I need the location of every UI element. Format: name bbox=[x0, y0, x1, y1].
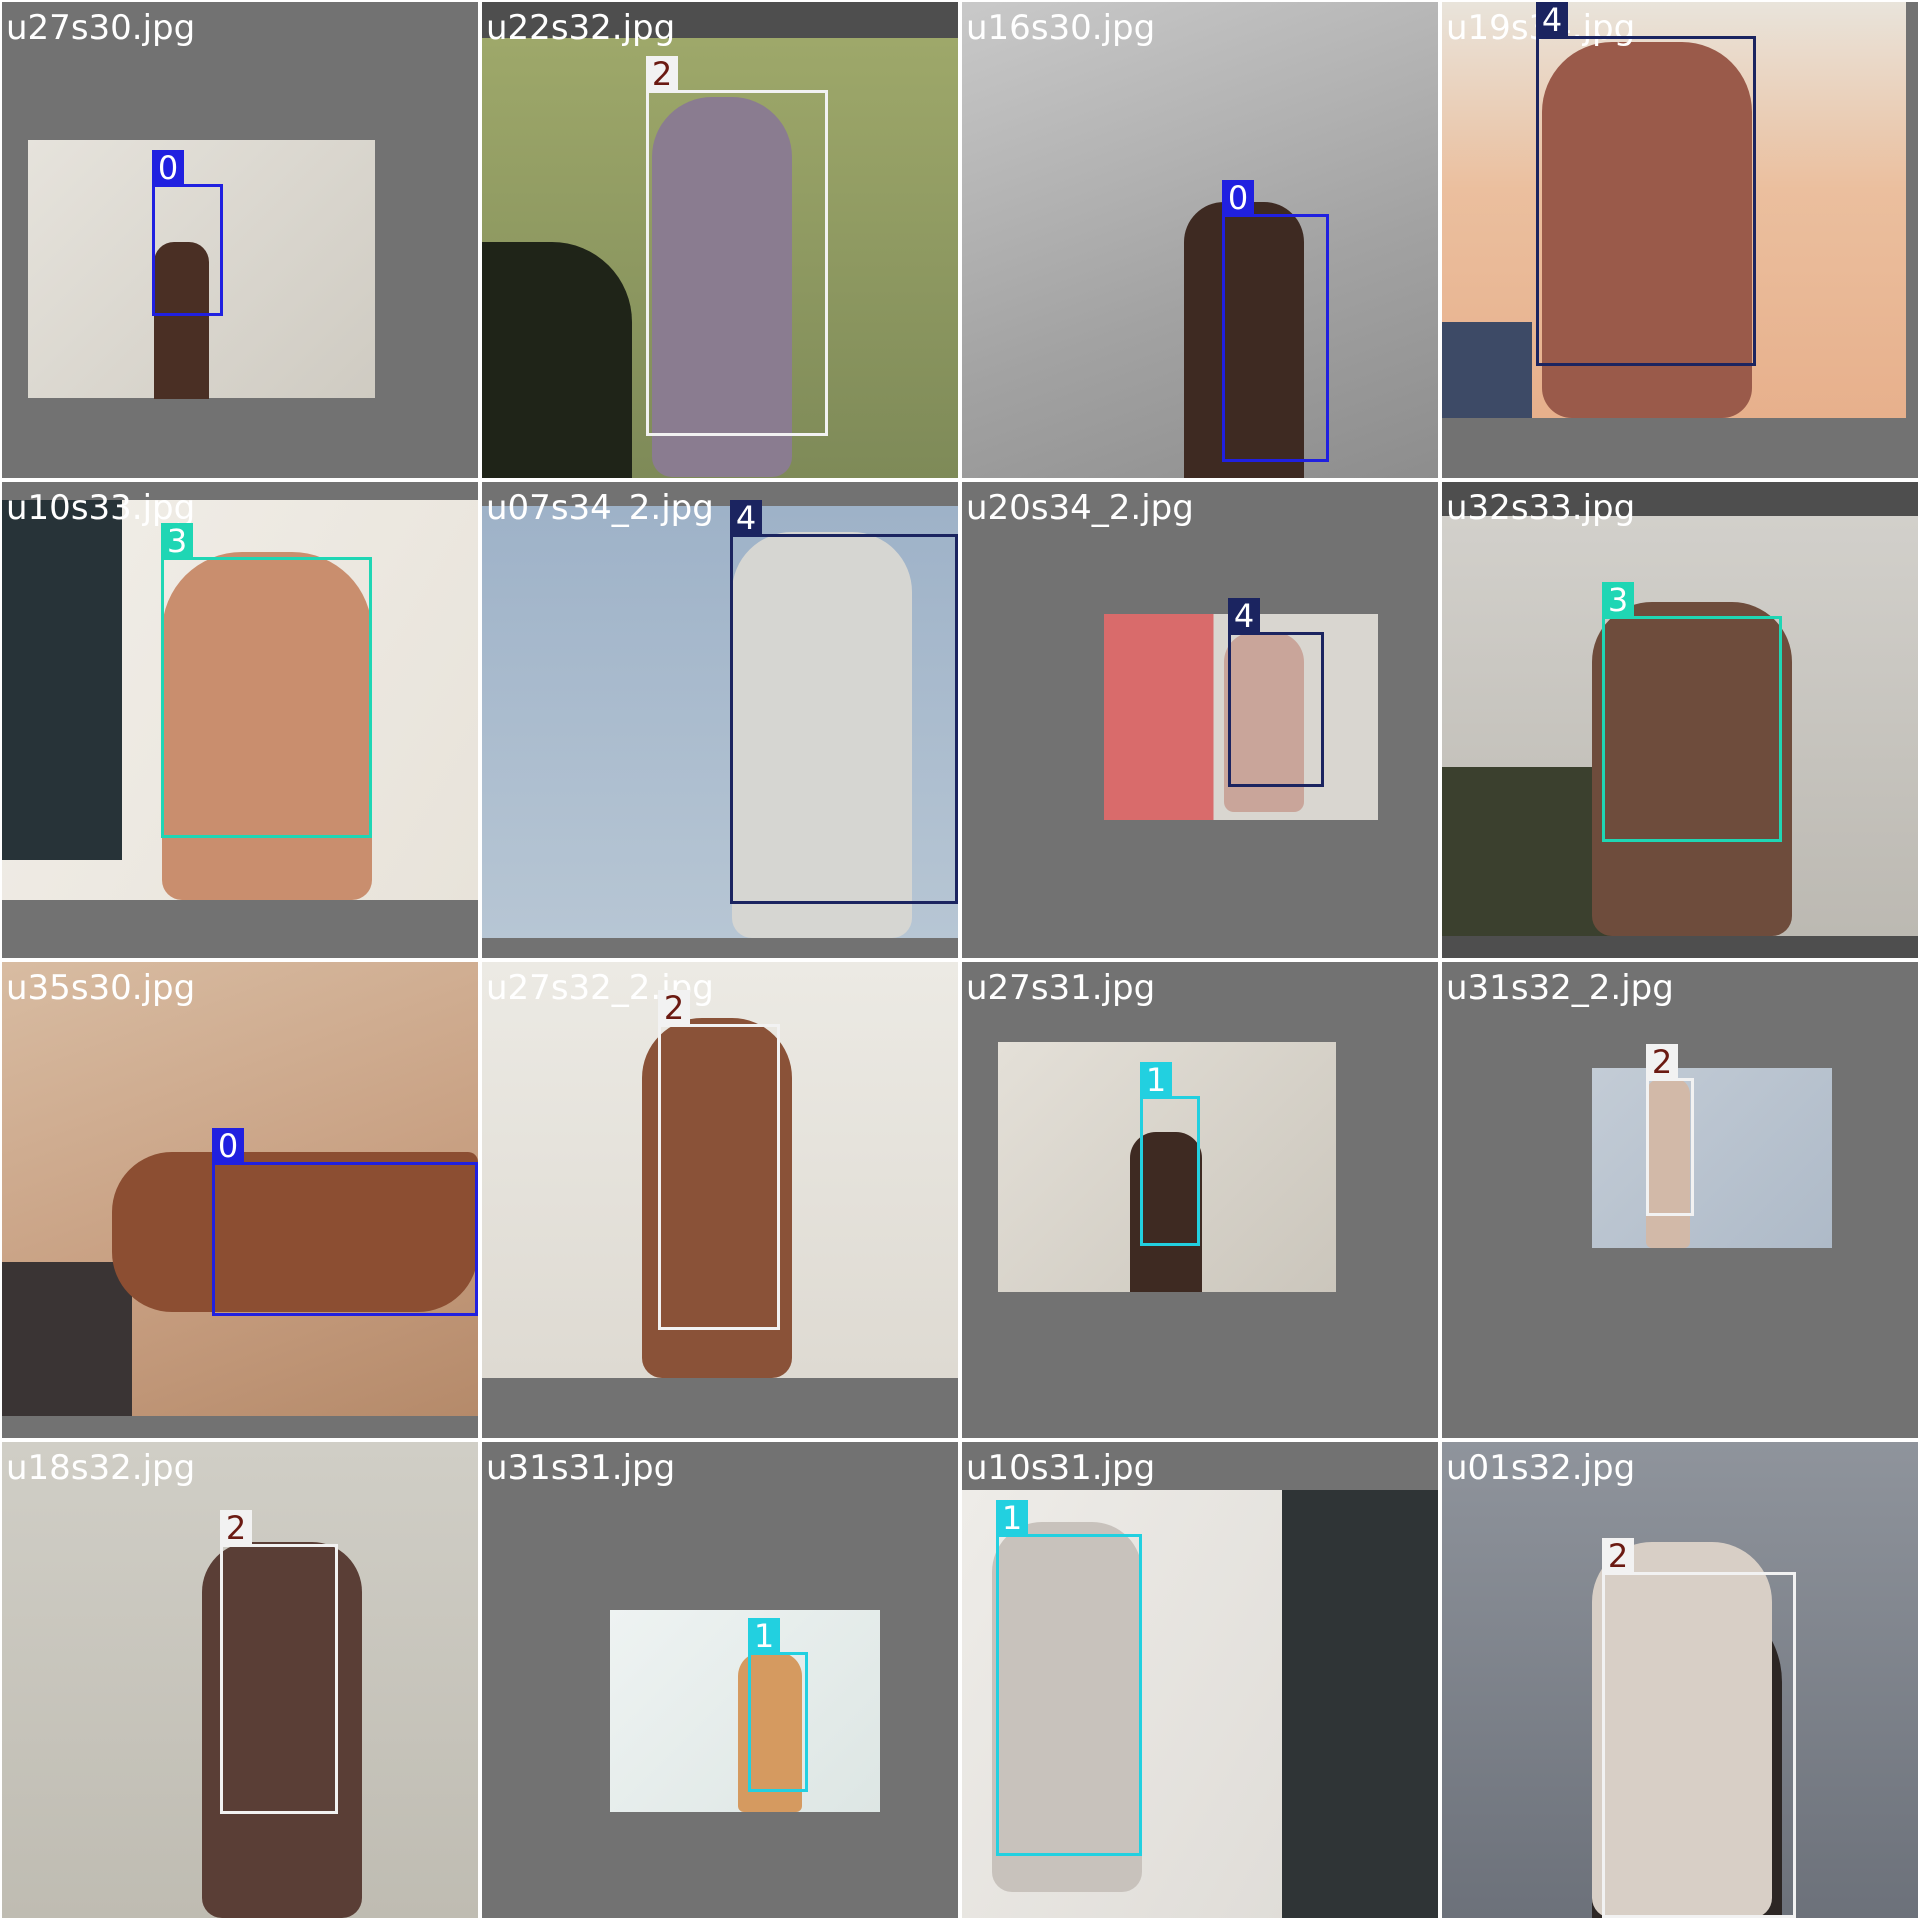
class-label: 0 bbox=[212, 1128, 244, 1164]
image-filename: u10s31.jpg bbox=[966, 1448, 1156, 1488]
bounding-box: 1 bbox=[1140, 1062, 1200, 1246]
image-filename: u22s32.jpg bbox=[486, 8, 676, 48]
image-filename: u18s32.jpg bbox=[6, 1448, 196, 1488]
hand-silhouette bbox=[652, 97, 792, 477]
bounding-box: 3 bbox=[1602, 582, 1782, 842]
sleeve bbox=[2, 1262, 132, 1416]
mosaic-tile: u22s32.jpg 2 bbox=[482, 2, 958, 478]
hand-silhouette bbox=[1592, 602, 1792, 936]
class-label: 2 bbox=[1646, 1044, 1678, 1080]
bounding-box: 2 bbox=[1602, 1538, 1796, 1918]
image-filename: u31s32_2.jpg bbox=[1446, 968, 1674, 1008]
image-filename: u07s34_2.jpg bbox=[486, 488, 714, 528]
mosaic-tile: u10s33.jpg 3 bbox=[2, 482, 478, 958]
mosaic-tile: u31s31.jpg 1 bbox=[482, 1442, 958, 1918]
mosaic-tile: u27s31.jpg 1 bbox=[962, 962, 1438, 1438]
bounding-box: 1 bbox=[996, 1500, 1142, 1856]
bounding-box: 2 bbox=[1646, 1044, 1694, 1216]
class-label: 2 bbox=[658, 990, 690, 1026]
book bbox=[1282, 1490, 1438, 1918]
image-filename: u32s33.jpg bbox=[1446, 488, 1636, 528]
hand-silhouette bbox=[1542, 42, 1752, 418]
class-label: 0 bbox=[152, 150, 184, 186]
dark-shoulder bbox=[482, 242, 632, 478]
class-label: 1 bbox=[1140, 1062, 1172, 1098]
bounding-box: 0 bbox=[152, 150, 223, 316]
bounding-box: 2 bbox=[220, 1510, 338, 1814]
hand-silhouette bbox=[732, 532, 912, 938]
image-filename: u01s32.jpg bbox=[1446, 1448, 1636, 1488]
class-label: 4 bbox=[1228, 598, 1260, 634]
class-label: 3 bbox=[161, 523, 193, 559]
hand-silhouette bbox=[1184, 202, 1304, 478]
hand-silhouette bbox=[112, 1152, 478, 1312]
hand-silhouette bbox=[154, 242, 209, 399]
mosaic-tile: u10s31.jpg 1 bbox=[962, 1442, 1438, 1918]
class-label: 4 bbox=[1536, 2, 1568, 38]
bounding-box: 4 bbox=[730, 500, 958, 904]
bounding-box: 4 bbox=[1228, 598, 1324, 787]
image-filename: u27s31.jpg bbox=[966, 968, 1156, 1008]
bounding-box: 3 bbox=[161, 523, 372, 838]
class-label: 3 bbox=[1602, 582, 1634, 618]
mosaic-tile: u16s30.jpg 0 bbox=[962, 2, 1438, 478]
class-label: 1 bbox=[748, 1618, 780, 1654]
hand-silhouette bbox=[162, 552, 372, 900]
hand-silhouette bbox=[992, 1522, 1142, 1892]
image-filename: u35s30.jpg bbox=[6, 968, 196, 1008]
image-filename: u31s31.jpg bbox=[486, 1448, 676, 1488]
mosaic-tile: u20s34_2.jpg 4 bbox=[962, 482, 1438, 958]
class-label: 2 bbox=[646, 56, 678, 92]
image-filename: u20s34_2.jpg bbox=[966, 488, 1194, 528]
bounding-box: 1 bbox=[748, 1618, 808, 1792]
mosaic-tile: u18s32.jpg 2 bbox=[2, 1442, 478, 1918]
class-label: 0 bbox=[1222, 180, 1254, 216]
image-filename: u27s30.jpg bbox=[6, 8, 196, 48]
hand-silhouette bbox=[1592, 1542, 1772, 1918]
image-filename: u10s33.jpg bbox=[6, 488, 196, 528]
mosaic-tile: u19s34.jpg 4 bbox=[1442, 2, 1918, 478]
mosaic-tile: u01s32.jpg 2 bbox=[1442, 1442, 1918, 1918]
book bbox=[2, 500, 122, 860]
class-label: 1 bbox=[996, 1500, 1028, 1536]
sleeve bbox=[1442, 322, 1532, 418]
class-label: 2 bbox=[220, 1510, 252, 1546]
image-filename: u16s30.jpg bbox=[966, 8, 1156, 48]
bounding-box: 4 bbox=[1536, 2, 1756, 366]
mosaic-tile: u27s32_2.jpg 2 bbox=[482, 962, 958, 1438]
mosaic-tile: u07s34_2.jpg 4 bbox=[482, 482, 958, 958]
class-label: 2 bbox=[1602, 1538, 1634, 1574]
bounding-box: 2 bbox=[658, 990, 780, 1330]
mosaic-tile: u32s33.jpg 3 bbox=[1442, 482, 1918, 958]
mosaic-tile: u31s32_2.jpg 2 bbox=[1442, 962, 1918, 1438]
class-label: 4 bbox=[730, 500, 762, 536]
hand-silhouette bbox=[1646, 1078, 1690, 1248]
hand-silhouette bbox=[1224, 632, 1304, 812]
mosaic-tile: u27s30.jpg 0 bbox=[2, 2, 478, 478]
mosaic-tile: u35s30.jpg 0 bbox=[2, 962, 478, 1438]
photo bbox=[1592, 1068, 1832, 1248]
hand-silhouette bbox=[642, 1018, 792, 1378]
bounding-box: 2 bbox=[646, 56, 828, 436]
bounding-box: 0 bbox=[212, 1128, 478, 1316]
bounding-box: 0 bbox=[1222, 180, 1329, 462]
